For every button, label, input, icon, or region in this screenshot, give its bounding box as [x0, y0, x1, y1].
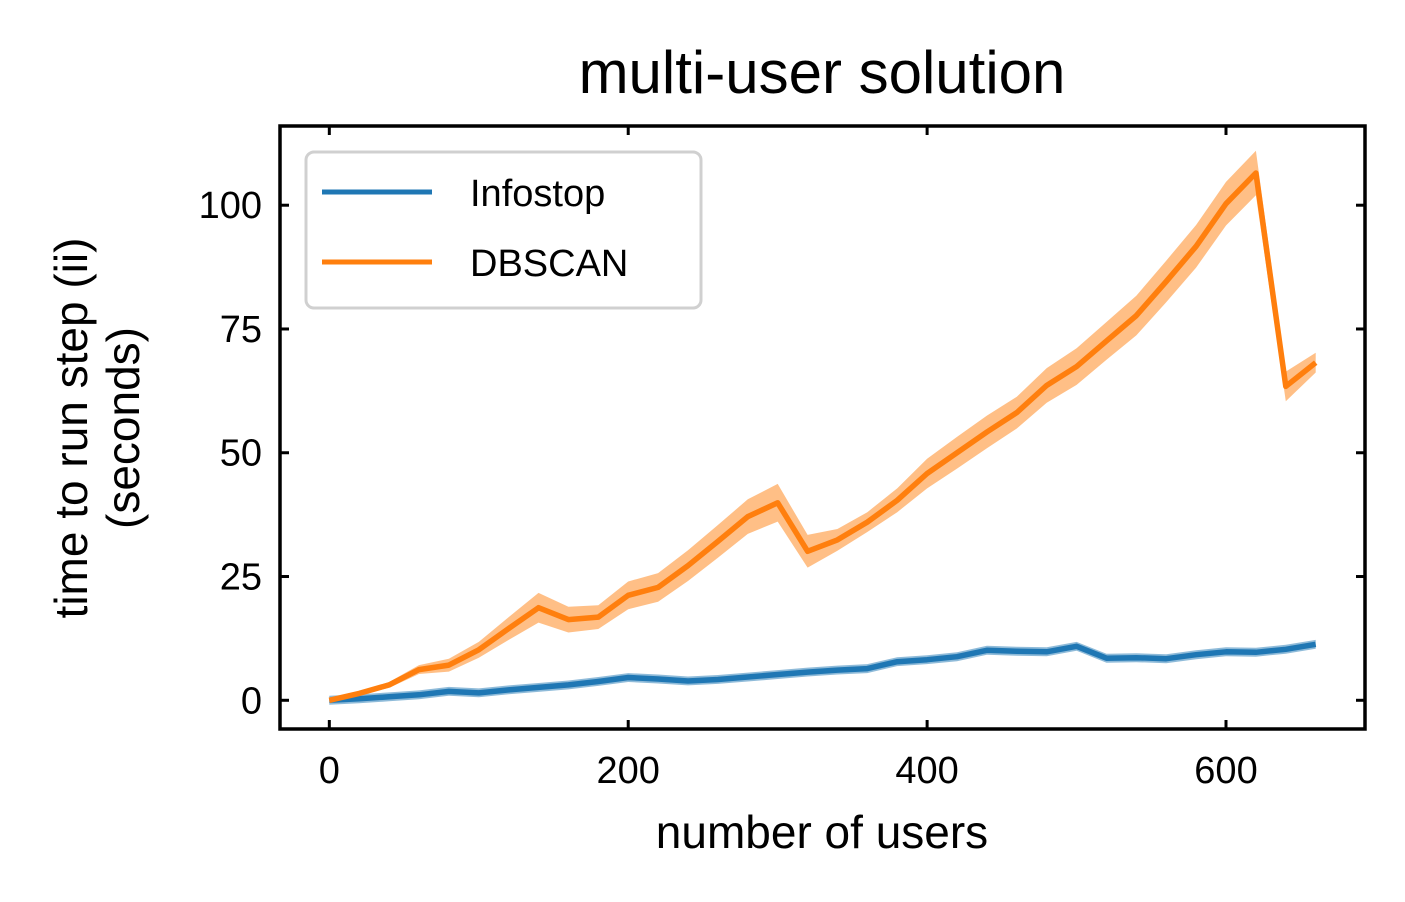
legend-label-dbscan: DBSCAN — [470, 243, 628, 285]
ticks-layer: 0 200 400 600 0 25 50 75 100 — [199, 126, 1365, 792]
x-tick-label: 400 — [895, 750, 958, 792]
y-axis-label-line2: (seconds) — [97, 327, 149, 529]
y-axis-label-line1: time to run step (ii) — [45, 238, 97, 619]
series-line-dbscan — [328, 170, 1318, 703]
legend-label-infostop: Infostop — [470, 173, 605, 215]
chart-title: multi-user solution — [579, 39, 1066, 106]
y-tick-label: 100 — [199, 185, 262, 227]
y-tick-label: 75 — [220, 309, 262, 351]
x-tick-label: 200 — [597, 750, 660, 792]
y-tick-label: 25 — [220, 557, 262, 599]
legend: Infostop DBSCAN — [304, 150, 703, 310]
series-line-infostop — [329, 641, 1317, 704]
y-tick-label: 50 — [220, 433, 262, 475]
y-axis-label-group: time to run step (ii) (seconds) — [45, 238, 149, 619]
x-tick-label: 600 — [1194, 750, 1257, 792]
series-band-dbscan — [329, 150, 1316, 702]
y-tick-label: 0 — [241, 680, 262, 722]
x-axis-label: number of users — [656, 806, 988, 858]
plot-frame — [278, 124, 1367, 731]
series-layer — [328, 150, 1318, 705]
x-tick-label: 0 — [319, 750, 340, 792]
